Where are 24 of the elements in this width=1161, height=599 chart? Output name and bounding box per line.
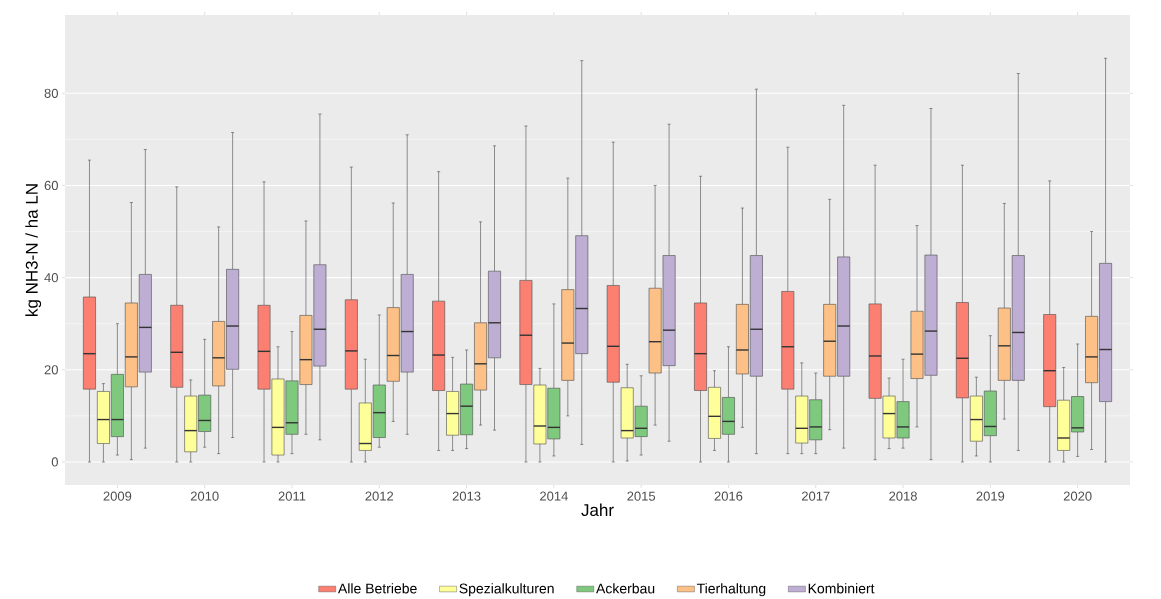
x-tick-label: 2011 xyxy=(278,491,306,501)
legend-label: Tierhaltung xyxy=(696,583,766,597)
x-tick-label: 2015 xyxy=(627,491,656,501)
y-tick-label: 0 xyxy=(51,457,58,467)
x-tick-label: 2016 xyxy=(714,491,743,501)
legend-label: Alle Betriebe xyxy=(337,583,417,594)
x-tick-label: 2012 xyxy=(365,491,394,501)
y-tick-label: 60 xyxy=(44,180,58,191)
y-tick-label: 80 xyxy=(44,88,58,98)
y-tick-label: 20 xyxy=(44,365,58,375)
x-tick-label: 2020 xyxy=(1063,491,1092,501)
x-axis-title: Jahr xyxy=(581,503,614,517)
x-tick-label: 2019 xyxy=(976,491,1005,501)
legend-label: Kombiniert xyxy=(808,583,875,594)
x-tick-label: 2018 xyxy=(889,491,917,501)
y-tick-label: 40 xyxy=(44,273,58,283)
x-tick-label: 2009 xyxy=(103,491,132,501)
legend-label: Spezialkulturen xyxy=(459,583,554,597)
x-tick-label: 2017 xyxy=(801,491,830,501)
x-tick-label: 2013 xyxy=(452,491,481,501)
legend-label: Ackerbau xyxy=(596,583,655,594)
x-tick-label: 2014 xyxy=(540,491,568,501)
y-axis-title: kg NH3-N / ha LN xyxy=(25,184,42,316)
x-tick-label: 2010 xyxy=(190,491,219,501)
